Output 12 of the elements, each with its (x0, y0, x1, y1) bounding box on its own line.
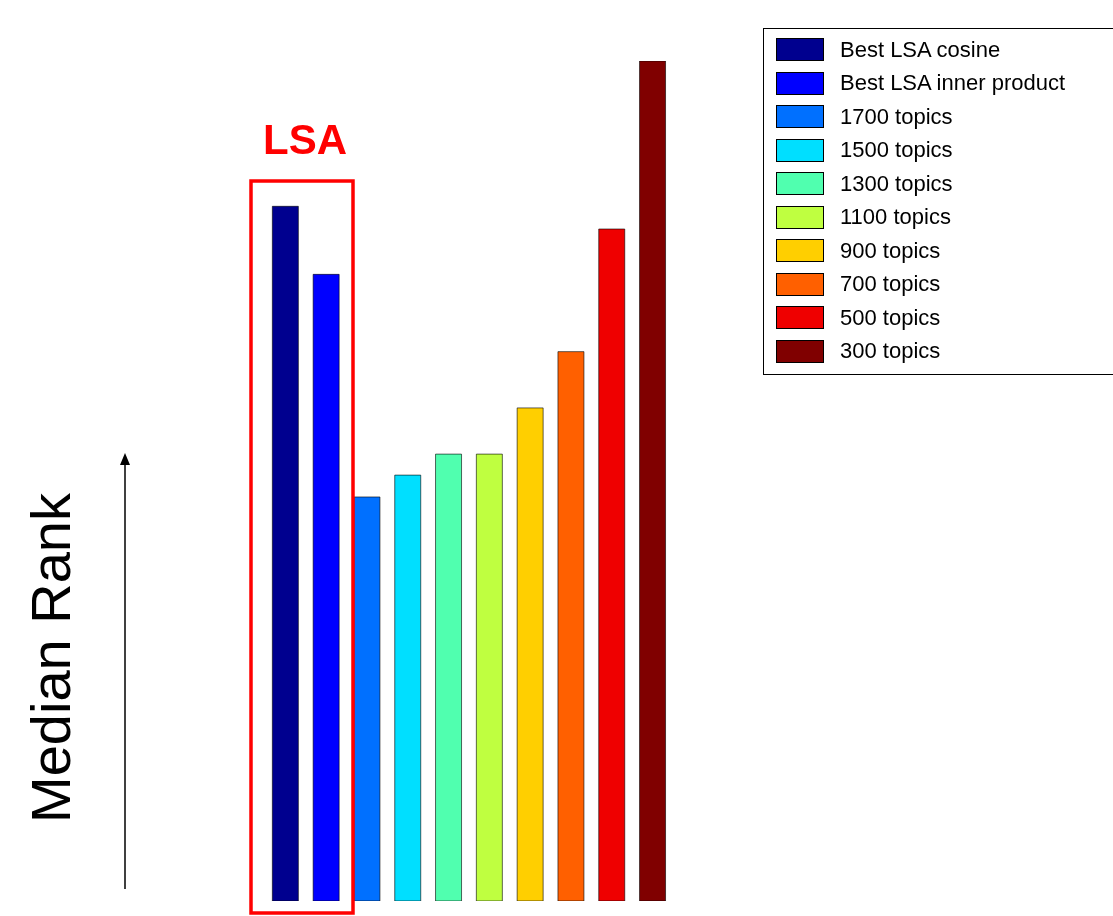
legend-label: 900 topics (840, 237, 941, 264)
legend-label: Best LSA cosine (840, 36, 1001, 63)
legend-label: 1700 topics (840, 103, 953, 130)
legend-label: 1300 topics (840, 170, 953, 197)
legend-label: 300 topics (840, 338, 941, 365)
legend-label: 500 topics (840, 304, 941, 331)
legend-label: 1100 topics (840, 204, 951, 231)
legend-label: 1500 topics (840, 137, 953, 164)
legend-label: Best LSA inner product (840, 70, 1066, 97)
legend-label: 700 topics (840, 271, 941, 298)
y-axis-title: Median Rank (17, 493, 83, 823)
annotation: LSA (263, 116, 347, 164)
